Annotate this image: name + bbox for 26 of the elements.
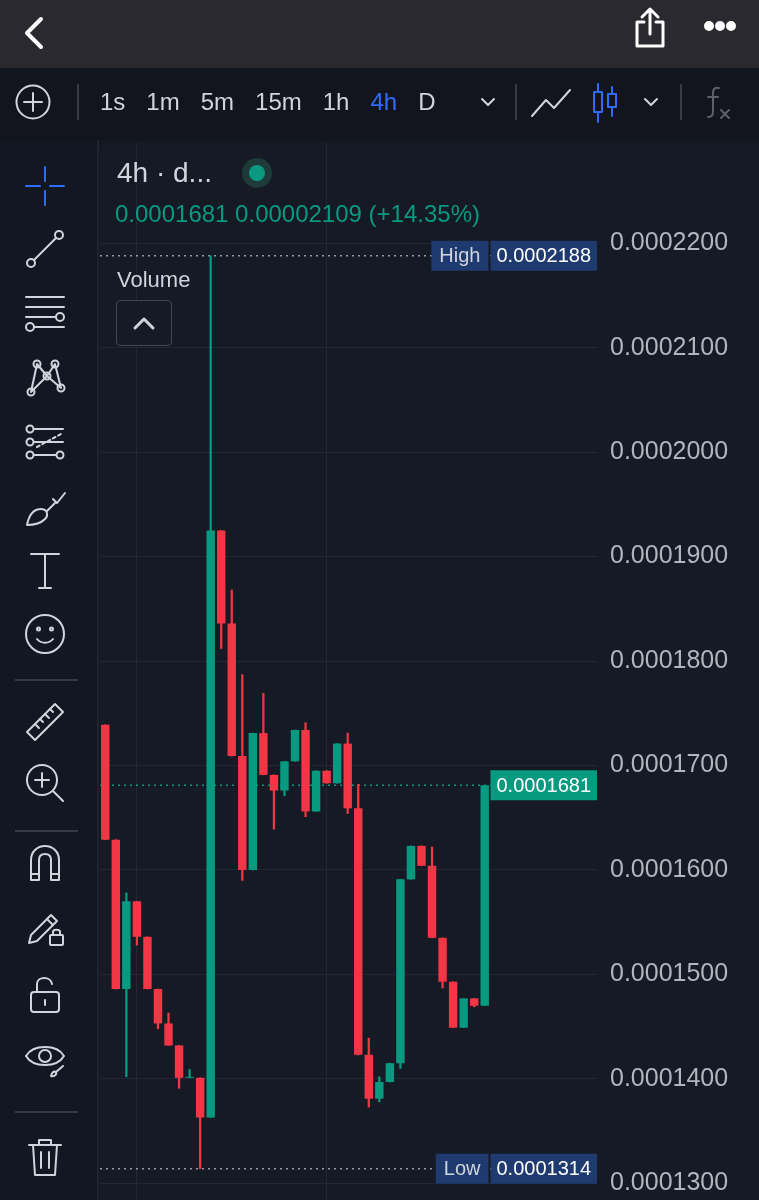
y-tick-label: 0.0001400 [610,1062,729,1091]
text: 1m [146,88,180,116]
y-tick-label: 0.0001700 [610,749,729,778]
y-tick-label: 0.0001500 [610,958,729,987]
y-tick-label: 0.0001600 [610,853,729,882]
text: 4h · d... [117,156,212,190]
text: 0.0001681 0.00002109 (+14.35%) [115,200,480,228]
text: 5m [200,88,235,116]
y-tick-label: 0.0002100 [610,331,729,360]
annotation: 0.0001314 [496,1157,591,1180]
text: D [418,88,436,116]
y-tick-label: 0.0001300 [610,1167,729,1196]
y-tick-label: 0.0001800 [610,644,729,673]
annotation: Volume [117,267,191,293]
text: 1s [100,88,126,116]
annotation: 0.0002188 [496,244,591,267]
annotation: 0.0001681 [496,773,591,796]
ref-line-label: Low [443,1157,482,1180]
candlestick [185,1069,194,1079]
text: 15m [255,88,302,116]
text: 4h [370,88,398,116]
y-tick-label: 0.0001900 [610,540,729,569]
y-tick-label: 0.0002200 [610,227,729,256]
y-tick-label: 0.0002000 [610,436,729,465]
text: 1h [322,88,350,116]
ref-line-label: High [439,244,481,267]
